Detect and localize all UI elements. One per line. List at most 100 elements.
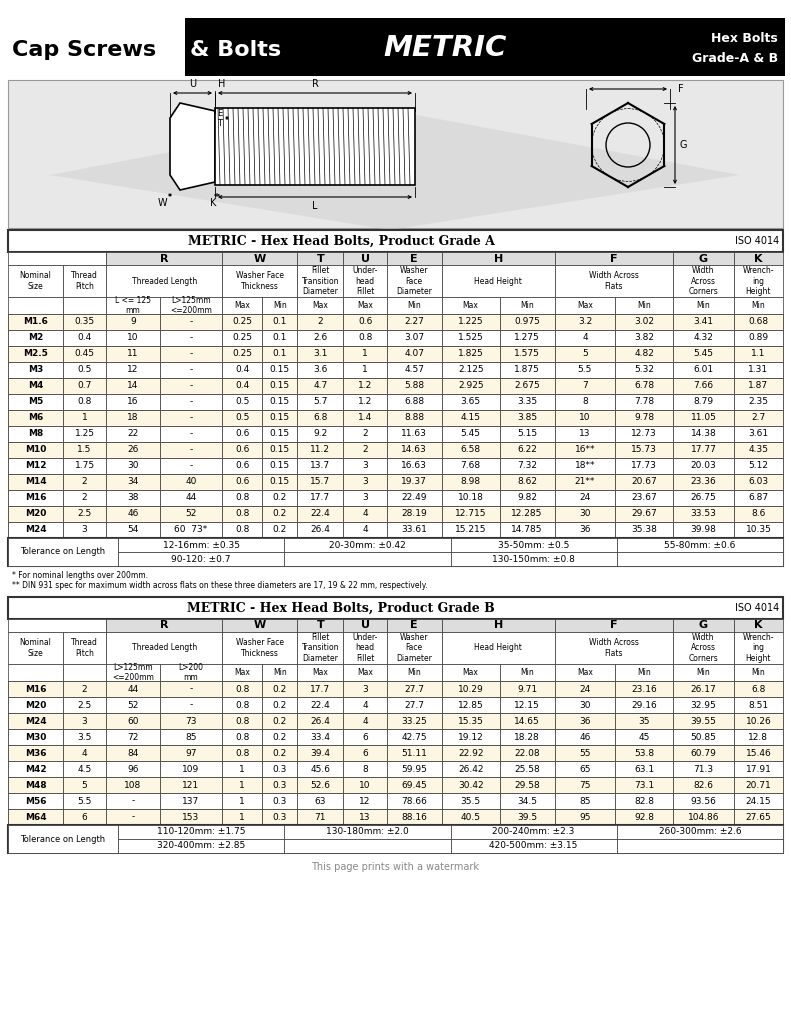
Bar — [263, 458, 297, 474]
Text: Under-
head
Fillet: Under- head Fillet — [353, 633, 378, 664]
Bar — [343, 410, 387, 426]
Bar — [8, 632, 63, 664]
Bar — [615, 506, 673, 522]
Bar — [554, 330, 615, 346]
Bar — [222, 346, 263, 362]
Text: 3: 3 — [362, 494, 368, 503]
Bar — [8, 825, 118, 853]
Text: -: - — [189, 684, 192, 693]
Bar — [8, 330, 63, 346]
Text: 18.28: 18.28 — [514, 732, 540, 741]
Bar — [554, 761, 615, 777]
Bar — [615, 793, 673, 809]
Text: 20.71: 20.71 — [746, 780, 771, 790]
Bar — [734, 632, 783, 664]
Bar — [500, 458, 554, 474]
Bar — [343, 664, 387, 681]
Text: Min: Min — [520, 301, 534, 310]
Bar — [118, 825, 284, 839]
Text: 0.3: 0.3 — [273, 765, 287, 773]
Bar — [118, 839, 284, 853]
Text: 16**: 16** — [575, 445, 595, 455]
Bar — [63, 474, 106, 490]
Text: -: - — [131, 812, 134, 821]
Text: 22.4: 22.4 — [310, 700, 330, 710]
Text: 3.82: 3.82 — [634, 334, 654, 342]
Text: 0.4: 0.4 — [235, 382, 249, 390]
Text: 1.25: 1.25 — [74, 429, 95, 438]
Text: 12-16mm: ±0.35: 12-16mm: ±0.35 — [163, 541, 240, 550]
Text: Threaded Length: Threaded Length — [131, 643, 197, 652]
Text: 15.215: 15.215 — [455, 525, 486, 535]
Text: Washer Face
Thickness: Washer Face Thickness — [236, 638, 284, 657]
Bar — [222, 362, 263, 378]
Bar — [63, 410, 106, 426]
Text: 0.35: 0.35 — [74, 317, 95, 327]
Text: Cap Screws: Cap Screws — [12, 40, 156, 60]
Bar — [8, 410, 783, 426]
Text: 35: 35 — [638, 717, 650, 725]
Bar — [673, 729, 734, 745]
Text: 0.1: 0.1 — [273, 349, 287, 358]
Text: 3.07: 3.07 — [404, 334, 424, 342]
Bar — [734, 378, 783, 394]
Bar — [8, 378, 63, 394]
Bar — [263, 793, 297, 809]
Bar — [263, 442, 297, 458]
Bar — [673, 330, 734, 346]
Text: 0.3: 0.3 — [273, 812, 287, 821]
Bar — [8, 713, 783, 729]
Bar — [500, 330, 554, 346]
Text: 6.78: 6.78 — [634, 382, 654, 390]
Polygon shape — [50, 110, 740, 230]
Bar — [387, 729, 441, 745]
Text: -: - — [189, 429, 192, 438]
Bar — [387, 265, 441, 297]
Text: 6: 6 — [362, 749, 368, 758]
Bar — [160, 426, 222, 442]
Text: 260-300mm: ±2.6: 260-300mm: ±2.6 — [659, 827, 741, 837]
Text: 23.36: 23.36 — [691, 477, 717, 486]
Text: Min: Min — [638, 668, 651, 677]
Bar — [441, 713, 500, 729]
Bar — [387, 346, 441, 362]
Bar — [500, 410, 554, 426]
Text: 60  73*: 60 73* — [174, 525, 207, 535]
Bar — [297, 297, 343, 314]
Bar — [673, 394, 734, 410]
Text: 10: 10 — [359, 780, 371, 790]
Bar — [222, 297, 263, 314]
Text: 52: 52 — [185, 510, 197, 518]
Text: Threaded Length: Threaded Length — [131, 276, 197, 286]
Bar — [451, 538, 617, 552]
Bar — [222, 522, 263, 538]
Text: M36: M36 — [25, 749, 46, 758]
Bar — [63, 346, 106, 362]
Bar — [297, 761, 343, 777]
Text: 14.65: 14.65 — [514, 717, 540, 725]
Text: 40.5: 40.5 — [460, 812, 481, 821]
Text: 78.66: 78.66 — [401, 797, 427, 806]
Text: 2.5: 2.5 — [78, 510, 92, 518]
Text: 33.4: 33.4 — [310, 732, 331, 741]
Text: 2.35: 2.35 — [748, 397, 768, 407]
Bar — [8, 745, 63, 761]
Text: Max: Max — [358, 668, 373, 677]
Bar — [500, 697, 554, 713]
Text: 29.58: 29.58 — [514, 780, 540, 790]
Text: 39.98: 39.98 — [691, 525, 717, 535]
Bar — [673, 793, 734, 809]
Bar — [387, 410, 441, 426]
Bar — [441, 745, 500, 761]
Text: 12.8: 12.8 — [748, 732, 768, 741]
Bar — [8, 777, 783, 793]
Bar — [8, 230, 783, 252]
Text: 0.2: 0.2 — [273, 525, 287, 535]
Text: G: G — [699, 254, 708, 263]
Text: 40: 40 — [185, 477, 197, 486]
Text: 3.2: 3.2 — [577, 317, 592, 327]
Bar — [387, 745, 441, 761]
Bar — [387, 777, 441, 793]
Bar — [673, 410, 734, 426]
Bar — [500, 761, 554, 777]
